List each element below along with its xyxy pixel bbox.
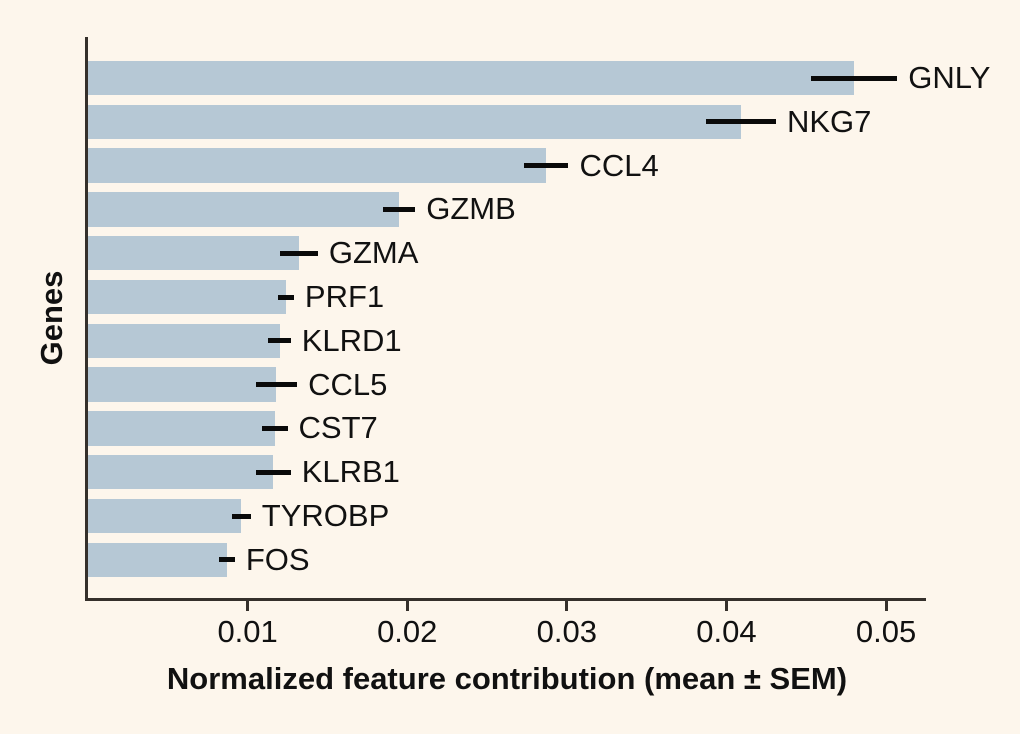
gene-label: KLRB1 xyxy=(301,454,400,490)
bar xyxy=(88,148,547,183)
bar xyxy=(88,542,227,578)
bar xyxy=(88,411,275,446)
error-bar xyxy=(218,557,235,563)
gene-label: PRF1 xyxy=(304,278,385,314)
gene-label: FOS xyxy=(245,541,310,577)
error-bar xyxy=(383,206,416,212)
gene-label: CCL4 xyxy=(579,147,659,183)
bar xyxy=(88,104,741,140)
x-axis-tick-label: 0.01 xyxy=(217,614,278,649)
x-axis-tick-label: 0.05 xyxy=(855,614,917,649)
x-axis-tick-label: 0.02 xyxy=(377,614,438,649)
x-axis-tick xyxy=(246,601,250,611)
bar xyxy=(88,192,400,227)
plot-area: GNLY NKG7 CCL4 GZMB GZMA PRF1 KLRD1 CCL5 CST7 KLR… xyxy=(85,37,990,647)
gene-label: GZMB xyxy=(426,191,516,227)
error-bar xyxy=(277,294,294,300)
error-bar xyxy=(811,75,898,81)
x-axis-tick xyxy=(884,601,888,611)
x-axis-tick-label: 0.04 xyxy=(696,614,757,649)
x-axis-title: Normalized feature contribution (mean ± … xyxy=(166,661,848,696)
x-axis-tick xyxy=(724,601,728,611)
x-axis-tick-label: 0.03 xyxy=(536,614,598,649)
gene-label: CST7 xyxy=(298,410,378,446)
error-bar xyxy=(255,382,298,388)
error-bar xyxy=(705,119,776,125)
gene-label: KLRD1 xyxy=(301,322,402,358)
bar xyxy=(88,323,280,359)
error-bar xyxy=(255,469,291,475)
gene-label: NKG7 xyxy=(786,103,872,139)
bar xyxy=(88,60,855,96)
gene-label: CCL5 xyxy=(308,366,388,402)
gene-label: TYROBP xyxy=(261,497,390,533)
error-bar xyxy=(268,338,291,344)
error-bar xyxy=(279,250,318,256)
error-bar xyxy=(523,163,569,169)
bar xyxy=(88,498,242,534)
bar xyxy=(88,279,286,315)
error-bar xyxy=(231,513,251,519)
gene-label: GZMA xyxy=(328,235,419,271)
y-axis-title: Genes xyxy=(34,270,69,366)
error-bar xyxy=(261,425,288,431)
bar xyxy=(88,235,299,271)
bar xyxy=(88,367,277,402)
x-axis-tick xyxy=(565,601,569,611)
bar xyxy=(88,454,274,490)
gene-label: GNLY xyxy=(908,59,991,95)
x-axis-tick xyxy=(405,601,409,611)
